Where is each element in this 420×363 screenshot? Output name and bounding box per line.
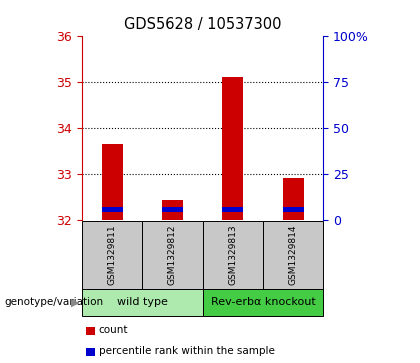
Bar — [102, 208, 123, 212]
Text: count: count — [99, 325, 128, 335]
Bar — [162, 208, 183, 212]
Bar — [283, 208, 304, 212]
Text: GSM1329813: GSM1329813 — [228, 225, 237, 285]
Text: Rev-erbα knockout: Rev-erbα knockout — [211, 297, 315, 307]
Bar — [222, 208, 244, 212]
Text: genotype/variation: genotype/variation — [4, 297, 103, 307]
Text: GSM1329814: GSM1329814 — [289, 225, 298, 285]
Title: GDS5628 / 10537300: GDS5628 / 10537300 — [124, 17, 281, 32]
Text: ▶: ▶ — [71, 297, 80, 307]
Text: percentile rank within the sample: percentile rank within the sample — [99, 346, 275, 356]
Bar — [222, 77, 244, 220]
Text: GSM1329811: GSM1329811 — [108, 225, 117, 285]
Bar — [102, 144, 123, 220]
Text: wild type: wild type — [117, 297, 168, 307]
Bar — [283, 178, 304, 220]
Text: GSM1329812: GSM1329812 — [168, 225, 177, 285]
Bar — [162, 200, 183, 220]
